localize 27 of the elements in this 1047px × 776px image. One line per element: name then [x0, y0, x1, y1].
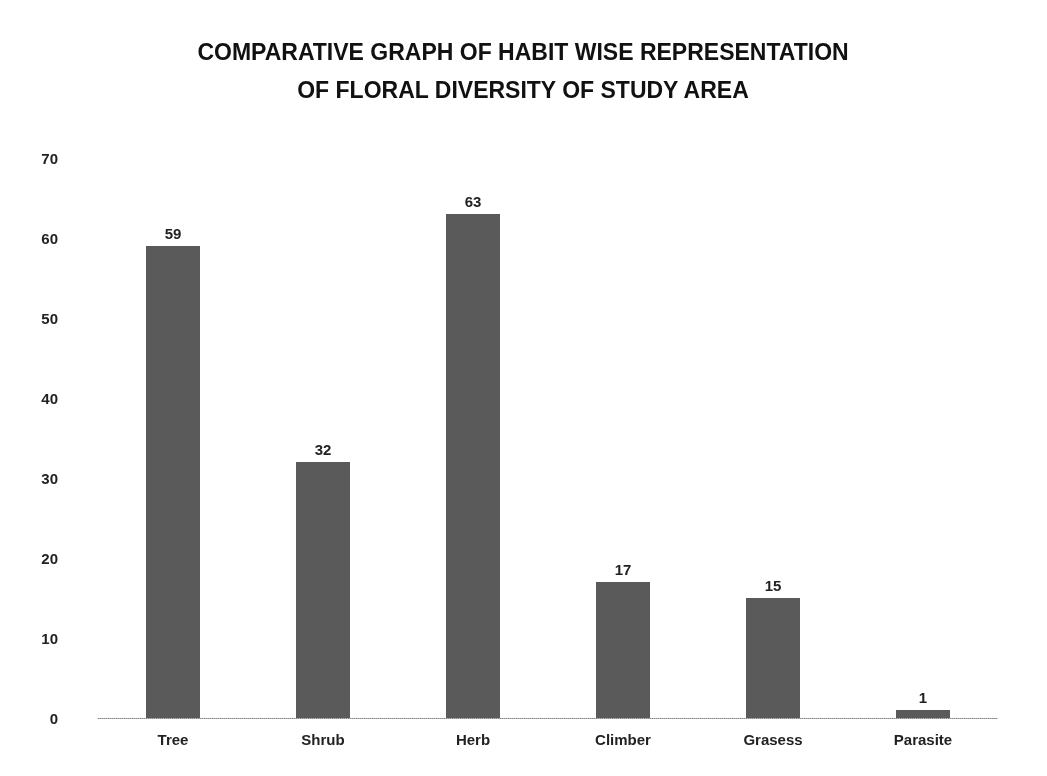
bar — [746, 598, 800, 718]
x-tick-label: Tree — [157, 731, 189, 748]
y-tick-label: 50 — [41, 309, 58, 327]
y-tick-label: 70 — [41, 149, 58, 167]
data-label: 32 — [314, 441, 332, 458]
y-tick-label: 30 — [41, 469, 58, 487]
y-tick-label: 40 — [41, 389, 58, 407]
bar — [896, 710, 950, 718]
data-label: 1 — [918, 689, 928, 706]
x-tick-label: Herb — [455, 731, 491, 748]
y-tick-label: 20 — [41, 549, 58, 567]
bar — [296, 462, 350, 718]
data-label: 17 — [614, 561, 632, 578]
chart-title: COMPARATIVE GRAPH OF HABIT WISE REPRESENTATION OF FLORAL DIVERSITY OF STUDY AREA — [197, 39, 849, 103]
x-tick-label: Grasess — [743, 731, 803, 748]
x-tick-label: Shrub — [301, 731, 345, 748]
bar — [446, 214, 500, 718]
y-tick-label: 60 — [41, 229, 58, 247]
y-tick-label: 0 — [49, 709, 58, 727]
data-label: 63 — [464, 193, 482, 210]
data-label: 59 — [164, 225, 182, 242]
bar — [596, 582, 650, 718]
bar — [146, 246, 200, 718]
data-label: 15 — [764, 577, 782, 594]
y-tick-label: 10 — [41, 629, 58, 647]
x-tick-label: Parasite — [893, 731, 953, 748]
x-tick-label: Climber — [595, 731, 652, 748]
